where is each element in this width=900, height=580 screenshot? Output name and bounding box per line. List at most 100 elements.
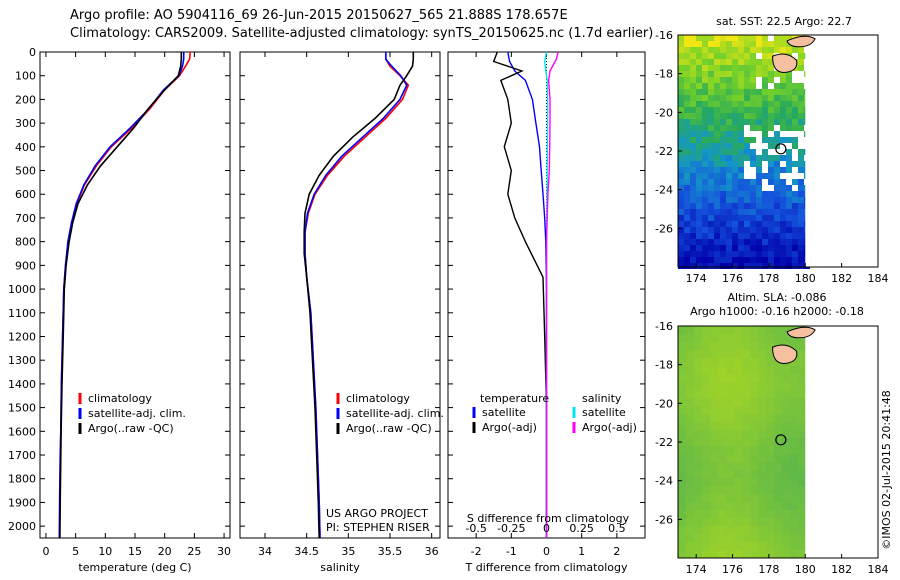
map-y-tick-label: -26 bbox=[655, 513, 673, 526]
y-tick-label: 100 bbox=[15, 70, 36, 83]
x-tick-label: -1 bbox=[506, 545, 517, 558]
y-tick-label: 1400 bbox=[8, 378, 36, 391]
temperature-series-2 bbox=[59, 52, 183, 539]
legend-title-temperature: temperature bbox=[480, 392, 549, 405]
top-tick-label: -0.25 bbox=[497, 522, 525, 535]
legend-label: satellite-adj. clim. bbox=[346, 407, 444, 420]
top-axis-label: S difference from climatology bbox=[467, 512, 630, 525]
x-tick-label: 25 bbox=[187, 545, 201, 558]
difference-series-3 bbox=[545, 51, 559, 538]
legend-title-salinity: salinity bbox=[582, 392, 622, 405]
x-tick-label: 5 bbox=[72, 545, 79, 558]
map-y-tick-label: -20 bbox=[655, 106, 673, 119]
legend-label: satellite bbox=[482, 406, 526, 419]
x-tick-label: 35 bbox=[341, 545, 355, 558]
sla-map-grid bbox=[678, 326, 806, 558]
legend-label: satellite-adj. clim. bbox=[88, 407, 186, 420]
sst-map-title: sat. SST: 22.5 Argo: 22.7 bbox=[716, 15, 852, 28]
y-tick-label: 1300 bbox=[8, 354, 36, 367]
top-tick-label: 0.5 bbox=[608, 522, 626, 535]
y-tick-label: 1200 bbox=[8, 330, 36, 343]
y-tick-label: 1800 bbox=[8, 473, 36, 486]
map-y-tick-label: -22 bbox=[655, 145, 673, 158]
x-tick-label: 15 bbox=[128, 545, 142, 558]
map-y-tick-label: -16 bbox=[655, 320, 673, 333]
y-tick-label: 900 bbox=[15, 259, 36, 272]
annotation-pi: PI: STEPHEN RISER bbox=[326, 521, 430, 534]
y-tick-label: 800 bbox=[15, 236, 36, 249]
y-tick-label: 1100 bbox=[8, 307, 36, 320]
credit-text: ©IMOS 02-Jul-2015 20:41:48 bbox=[880, 390, 893, 550]
map-y-tick-label: -18 bbox=[655, 68, 673, 81]
map-y-tick-label: -20 bbox=[655, 397, 673, 410]
x-tick-label: 20 bbox=[158, 545, 172, 558]
legend-label: Argo(-adj) bbox=[582, 421, 637, 434]
legend-label: Argo(..raw -QC) bbox=[346, 422, 432, 435]
map-x-tick-label: 178 bbox=[758, 563, 779, 576]
x-tick-label: 35.5 bbox=[378, 545, 403, 558]
island-vanua-levu bbox=[786, 35, 816, 48]
x-tick-label: 34 bbox=[258, 545, 272, 558]
y-tick-label: 1700 bbox=[8, 449, 36, 462]
legend-label: satellite bbox=[582, 406, 626, 419]
y-tick-label: 200 bbox=[15, 93, 36, 106]
map-y-tick-label: -22 bbox=[655, 436, 673, 449]
temperature-panel-frame bbox=[39, 51, 231, 539]
difference-series-1 bbox=[492, 51, 548, 538]
x-tick-label: 34.5 bbox=[294, 545, 319, 558]
top-tick-label: -0.5 bbox=[465, 522, 486, 535]
legend-label: Argo(-adj) bbox=[482, 421, 537, 434]
sla-map-title: Altim. SLA: -0.086 bbox=[727, 291, 826, 304]
y-tick-label: 700 bbox=[15, 212, 36, 225]
map-y-tick-label: -18 bbox=[655, 359, 673, 372]
y-tick-label: 600 bbox=[15, 188, 36, 201]
map-x-tick-label: 182 bbox=[831, 563, 852, 576]
map-x-tick-label: 180 bbox=[795, 272, 816, 285]
map-y-tick-label: -24 bbox=[655, 184, 673, 197]
map-y-tick-label: -26 bbox=[655, 222, 673, 235]
top-tick-label: 0 bbox=[543, 522, 550, 535]
x-tick-label: 30 bbox=[217, 545, 231, 558]
y-tick-label: 1900 bbox=[8, 496, 36, 509]
salinity-panel-frame bbox=[239, 51, 441, 539]
island-vanua-levu bbox=[786, 326, 816, 339]
y-tick-label: 0 bbox=[29, 46, 36, 59]
x-tick-label: -2 bbox=[471, 545, 482, 558]
map-x-tick-label: 184 bbox=[868, 563, 889, 576]
argo-location-marker bbox=[775, 143, 787, 155]
island-viti-levu bbox=[772, 344, 798, 364]
map-x-tick-label: 184 bbox=[868, 272, 889, 285]
y-tick-label: 400 bbox=[15, 141, 36, 154]
map-x-tick-label: 182 bbox=[831, 272, 852, 285]
argo-location-marker bbox=[775, 434, 787, 446]
map-x-tick-label: 176 bbox=[722, 563, 743, 576]
map-x-tick-label: 174 bbox=[686, 563, 707, 576]
map-x-tick-label: 180 bbox=[795, 563, 816, 576]
x-tick-label: 36 bbox=[425, 545, 439, 558]
y-tick-label: 1500 bbox=[8, 402, 36, 415]
y-tick-label: 1600 bbox=[8, 425, 36, 438]
x-axis-label: temperature (deg C) bbox=[78, 561, 191, 574]
map-y-tick-label: -16 bbox=[655, 29, 673, 42]
map-x-tick-label: 174 bbox=[686, 272, 707, 285]
no-data-area bbox=[805, 35, 878, 267]
y-tick-label: 300 bbox=[15, 117, 36, 130]
x-axis-label: salinity bbox=[320, 561, 360, 574]
plot-title-line1: Argo profile: AO 5904116_69 26-Jun-2015 … bbox=[70, 8, 568, 23]
map-x-tick-label: 176 bbox=[722, 272, 743, 285]
y-tick-label: 2000 bbox=[8, 520, 36, 533]
salinity-series-2 bbox=[303, 52, 415, 539]
sla-map-subtitle: Argo h1000: -0.16 h2000: -0.18 bbox=[690, 305, 864, 318]
no-data-area bbox=[805, 326, 878, 558]
x-tick-label: 2 bbox=[613, 545, 620, 558]
y-tick-label: 500 bbox=[15, 165, 36, 178]
map-y-tick-label: -24 bbox=[655, 475, 673, 488]
map-x-tick-label: 178 bbox=[758, 272, 779, 285]
x-tick-label: 1 bbox=[578, 545, 585, 558]
annotation-project: US ARGO PROJECT bbox=[326, 507, 428, 520]
x-tick-label: 0 bbox=[543, 545, 550, 558]
y-tick-label: 1000 bbox=[8, 283, 36, 296]
legend-label: climatology bbox=[346, 392, 410, 405]
top-tick-label: 0.25 bbox=[569, 522, 594, 535]
